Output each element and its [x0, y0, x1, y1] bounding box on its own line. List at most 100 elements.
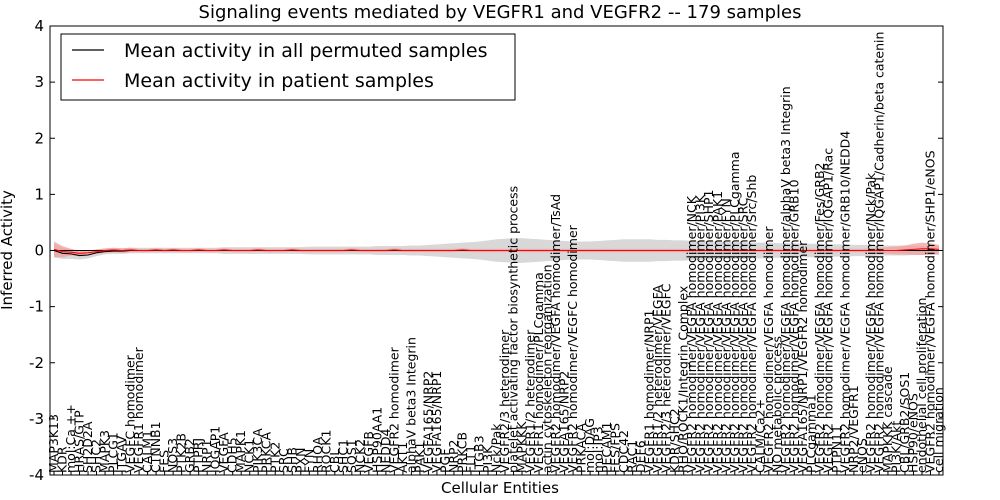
- y-tick-label: 0: [34, 242, 44, 260]
- x-tick-label: PLCG1: [106, 432, 121, 473]
- x-tick-label: NOS3: [165, 438, 180, 473]
- y-tick-label: 4: [34, 17, 44, 35]
- x-tick-label: VEGFC homodimer: [123, 354, 138, 473]
- x-tick-label: VEGFR2 homodimer/VEGFA homodimer/alphaV …: [778, 86, 793, 473]
- x-tick-label: VEGFR1 homodimer: [131, 346, 146, 473]
- x-tick-label: PI3K: [480, 445, 495, 473]
- x-tick-label: CBL: [327, 449, 342, 473]
- x-tick-label: mol:Ca ++: [63, 404, 78, 473]
- x-tick-label: HSP90/eNOS: [905, 393, 920, 473]
- x-tick-label: SH2D2A: [80, 421, 95, 473]
- x-tick-label: endothelial cell proliferation: [914, 298, 929, 473]
- legend-box: [60, 33, 516, 101]
- x-tick-label: MAP3K13: [46, 414, 61, 473]
- x-tick-label: SOS1: [344, 439, 359, 473]
- x-tick-label: PI3K/Akt: [888, 421, 903, 473]
- x-tick-label: VEGFR2 homodimer/VEGFA homodimer/Fes/GRB…: [812, 163, 827, 474]
- x-tick-label: VEGFR2 homodimer/VEGFA homodimer: [761, 226, 776, 473]
- x-tick-label: NRP1: [199, 439, 214, 473]
- x-tick-label: NEDD4: [378, 429, 393, 473]
- y-tick-label: -1: [29, 298, 44, 316]
- x-tick-label: NRP2/VEGFR1: [846, 385, 861, 473]
- x-tick-label: actin cytoskeleton reorganization: [540, 264, 555, 473]
- x-tick-label: VEGFR2 homodimer/VEGFA homodimer/GRB10: [786, 179, 801, 473]
- x-tick-label: VEGFR2 homodimer/VEGFA homodimer/Src/Shb: [744, 175, 759, 473]
- x-tick-label: CBL/GRB2/SOS1: [897, 372, 912, 473]
- x-tick-label: VEGFR2 homodimer/VEGFA homodimer/NCK: [684, 195, 699, 473]
- x-tick-label: ITGAV: [114, 435, 129, 473]
- x-tick-label: CTNNB1: [148, 421, 163, 473]
- x-tick-label: PRKCA: [259, 432, 274, 473]
- legend-label-patient: Mean activity in patient samples: [124, 70, 434, 92]
- x-tick-label: VEGFR2 homodimer/VEGFC homodimer: [565, 224, 580, 473]
- x-tick-label: PTPN11: [829, 425, 844, 473]
- x-tick-label: MAPKKK cascade: [880, 366, 895, 473]
- y-axis: -4 -3 -2 -1 0 1 2 3 4: [29, 17, 943, 484]
- x-tick-label: VEGFA165/NRP1/VEGFR2 homodimer: [795, 240, 810, 473]
- x-tick-label: mol:DAG: [582, 418, 597, 473]
- x-tick-label: FLT1: [463, 445, 478, 473]
- x-tick-label: VEGFR1/2 heterodimer: [523, 329, 538, 473]
- x-tick-label: CDH5: [225, 437, 240, 473]
- x-tick-label: ROCK1: [318, 430, 333, 473]
- x-tick-label: HSP90AA1: [369, 407, 384, 473]
- x-tick-label: Nck/Pak: [489, 423, 504, 473]
- x-tick-label: FES: [157, 450, 172, 473]
- x-tick-label: PLCgamma1: [803, 394, 818, 473]
- x-tick-label: VEGFR2/3 heterodimer/VEGFC: [659, 283, 674, 473]
- x-tick-label: PGF: [437, 449, 452, 473]
- x-tick-label: VEGFR2 homodimer/VEGFA homodimer/PLCgamm…: [727, 151, 742, 473]
- x-tick-label: VEGFR2 homodimer/VEGFA homodimer/SRC: [735, 197, 750, 473]
- x-tick-label: VEGFR1 homodimer/PLCgamma: [531, 272, 546, 473]
- plot-area: [50, 238, 943, 263]
- x-tick-label: NCK1: [242, 439, 257, 473]
- x-tick-label: VEGFA165/NRP2: [420, 371, 435, 473]
- x-tick-label: PECAM1: [599, 422, 614, 473]
- x-tick-label: VEGFR2 homodimer: [386, 346, 401, 473]
- x-tick-label: AKT1: [395, 442, 410, 473]
- x-tick-label: VEGFR2 homodimer/VEGFA homodimer/FYN: [718, 198, 733, 473]
- patient-band: [54, 241, 939, 258]
- y-tick-label: 1: [34, 185, 44, 203]
- x-tick-label: SRC: [276, 448, 291, 473]
- x-tick-label: VEGFR2 homodimer/VEGFA homodimer/TsAd: [548, 194, 563, 473]
- x-tick-label: cell migration: [931, 387, 946, 473]
- x-tick-label: platelet activating factor biosynthetic …: [506, 186, 521, 473]
- legend-label-permuted: Mean activity in all permuted samples: [124, 40, 487, 62]
- x-tick-label: VEGFR2 homodimer/VEGFA homodimer/PAK1: [710, 191, 725, 473]
- legend: Mean activity in all permuted samples Me…: [60, 33, 516, 101]
- x-tick-label: RHO/ROCK1/Integrin Complex: [676, 286, 691, 473]
- x-tick-label: RHOA: [310, 436, 325, 473]
- x-tick-label: alphaV beta3 Integrin: [403, 337, 418, 473]
- x-tick-label: KDR: [55, 446, 70, 473]
- x-tick-label: VEGFR1/2 heterodimer/VEGFA: [650, 284, 665, 473]
- x-tick-label: FYN: [301, 449, 316, 473]
- x-tick-label: PTPRJ: [191, 438, 206, 473]
- x-tick-label: IQGAP1: [208, 426, 223, 473]
- x-tick-label: VEGFR2 homodimer/VEGFA homodimer/SHP1/eN…: [922, 150, 937, 473]
- x-tick-label: ITGB3: [471, 435, 486, 473]
- x-tick-label: VEGFA165/NRP1: [429, 371, 444, 473]
- x-tick-label: PXN: [293, 448, 308, 473]
- x-tick-label: NO metabolic process: [769, 336, 784, 473]
- x-tick-label: mol:IP3: [591, 426, 606, 473]
- x-tick-label: MAPKKK: [514, 421, 529, 473]
- x-tick-label: SHC1: [335, 439, 350, 473]
- x-tick-label: KDR/SHC2: [667, 408, 682, 473]
- x-tick-label: VEGFR2 homodimer/VEGFA homodimer/IQGAP1/…: [871, 32, 886, 473]
- x-tick-label: PAK1: [412, 442, 427, 473]
- x-tick-label: VEGFR1 homodimer/NRP1: [642, 310, 657, 473]
- x-tick-label: HRAS/GTP: [72, 410, 87, 473]
- x-tick-label: NRP2: [446, 439, 461, 473]
- y-tick-label: 2: [34, 129, 44, 147]
- x-tick-label: DEF6: [633, 440, 648, 473]
- x-tick-label: CALM/Ca2+: [752, 399, 767, 473]
- x-tick-label: VEGFR2 homodimer/VEGFA homodimer/SHP1: [701, 189, 716, 473]
- x-tick-label: FES/FPS: [608, 423, 623, 473]
- x-tick-label: CDC42: [616, 430, 631, 473]
- x-tick-label: SHC2: [89, 439, 104, 473]
- x-axis-label: Cellular Entities: [441, 479, 559, 497]
- x-tick-label: NCK2: [352, 439, 367, 473]
